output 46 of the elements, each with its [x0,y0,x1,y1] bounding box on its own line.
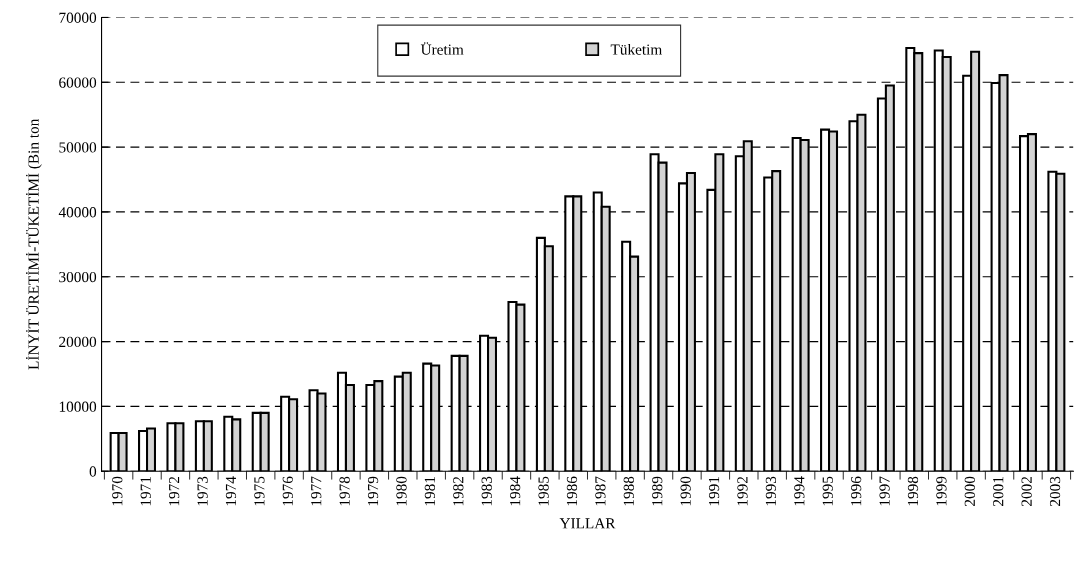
x-tick-label: 1983 [481,476,492,506]
y-tick-label: 30000 [59,271,97,283]
x-tick-label: 1999 [936,476,947,506]
x-tick-label: 1975 [254,476,265,506]
x-tick-label: 1979 [367,476,379,506]
x-tick-label: 1985 [538,476,549,506]
y-tick-label: 40000 [58,207,97,218]
x-tick-label: 1974 [225,476,237,506]
x-tick-label: 2000 [964,476,975,506]
x-tick-label: 1978 [339,476,350,506]
y-tick-label: 0 [89,466,97,477]
y-tick-label: 60000 [59,77,97,88]
x-tick-label: 1997 [879,476,890,506]
x-tick-label: 1973 [197,476,208,506]
x-tick-label: 1982 [453,476,464,506]
x-tick-label: 1994 [794,476,805,506]
x-tick-label: 1990 [680,476,691,506]
x-tick-label: 1980 [396,476,407,506]
x-tick-label: 2003 [1049,476,1061,506]
x-tick-label: 1988 [623,476,634,506]
legend-label: Tüketim [610,43,663,55]
x-tick-label: 1977 [311,476,322,506]
x-tick-label: 1970 [112,476,123,506]
x-tick-label: 1972 [169,476,180,506]
x-tick-label: 1998 [907,476,919,506]
x-tick-label: 1971 [140,477,151,506]
x-tick-label: 1991 [708,477,720,506]
y-tick-label: 50000 [59,142,97,153]
y-tick-label: 20000 [59,336,97,348]
x-tick-label: 1989 [652,476,663,506]
x-tick-label: 1986 [566,476,578,506]
x-tick-label: 1987 [595,476,606,506]
x-tick-label: 1976 [282,476,293,506]
x-tick-label: 1995 [822,476,833,506]
x-tick-label: 1996 [851,476,862,506]
x-tick-label: 2002 [1021,476,1032,506]
y-tick-label: 70000 [59,12,97,23]
y-tick-label: 10000 [59,401,97,412]
x-tick-label: 2001 [993,477,1004,506]
x-tick-label: 1992 [737,476,748,506]
y-axis-title: LİNYİT ÜRETİMİ-TÜKETİMİ (Bin ton [26,118,42,370]
x-tick-label: 1984 [509,476,521,506]
legend-label: Üretim [420,42,464,55]
x-tick-label: 1993 [765,476,777,506]
x-axis-title: YILLAR [559,518,616,529]
x-tick-label: 1981 [424,477,436,506]
